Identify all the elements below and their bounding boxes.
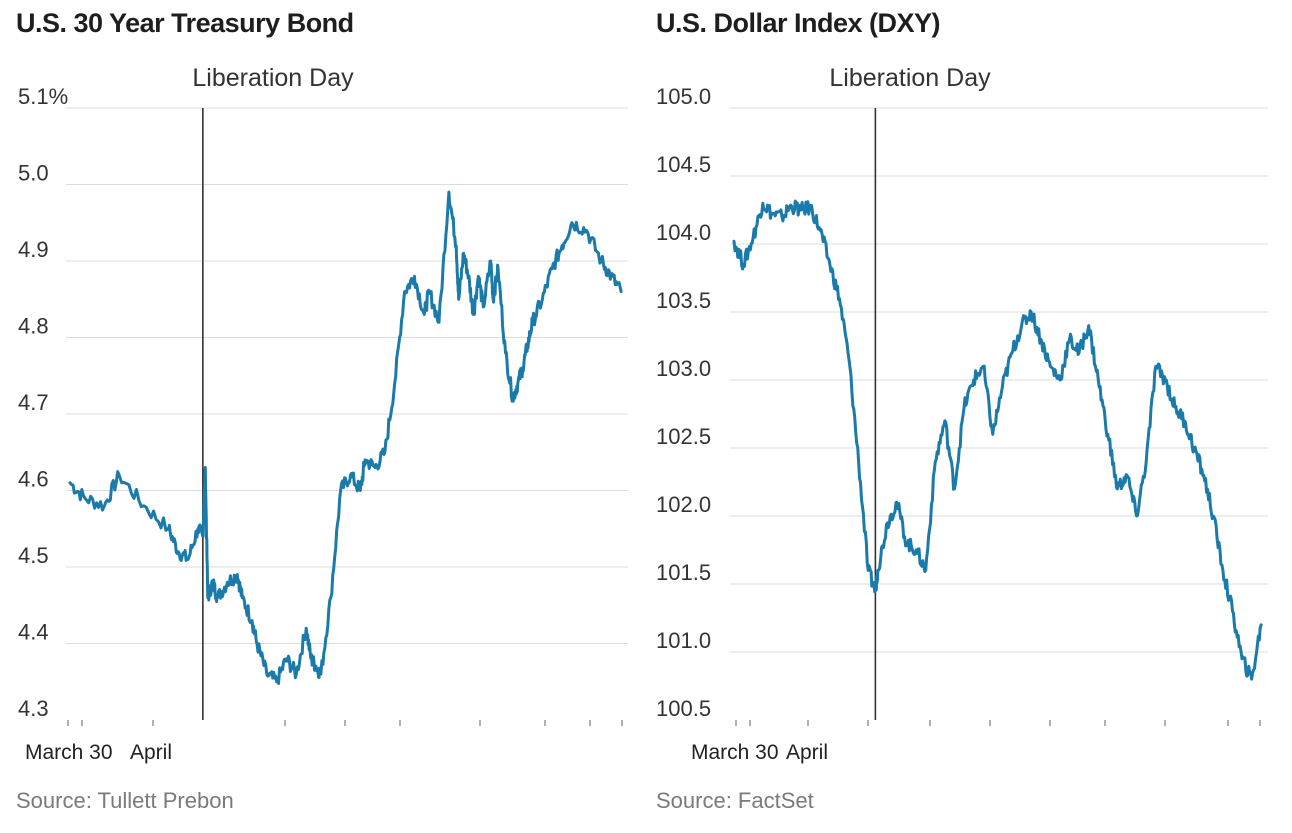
bond-ytick-label: 4.5	[18, 543, 49, 568]
dxy-ytick-label: 103.0	[656, 356, 711, 381]
dxy-ytick-label: 103.5	[656, 288, 711, 313]
dxy-xtick-label: April	[786, 741, 828, 764]
dxy-ytick-label: 102.5	[656, 424, 711, 449]
bond-source-note: Source: Tullett Prebon	[16, 788, 234, 813]
dxy-source-note: Source: FactSet	[656, 788, 814, 813]
dxy-ytick-label: 104.0	[656, 220, 711, 245]
bond-chart-title: U.S. 30 Year Treasury Bond	[16, 8, 354, 38]
dxy-ytick-label: 104.5	[656, 152, 711, 177]
bond-liberation-day-label: Liberation Day	[192, 64, 354, 92]
dxy-ytick-label: 105.0	[656, 84, 711, 109]
dxy-chart-title: U.S. Dollar Index (DXY)	[656, 8, 941, 38]
bond-ytick-label: 4.7	[18, 390, 49, 415]
dxy-ytick-label: 100.5	[656, 696, 711, 721]
dxy-liberation-day-label: Liberation Day	[829, 64, 991, 92]
bond-ytick-label: 4.8	[18, 314, 49, 339]
dxy-ytick-label: 101.5	[656, 560, 711, 585]
bond-ytick-label: 4.6	[18, 467, 49, 492]
bond-ytick-label: 4.3	[18, 696, 49, 721]
dxy-xtick-label: March 30	[691, 741, 779, 764]
bond-ytick-label: 5.1%	[18, 84, 68, 109]
bond-xtick-label: March 30	[25, 741, 113, 764]
dxy-ytick-label: 102.0	[656, 492, 711, 517]
bond-ytick-label: 4.4	[18, 620, 49, 645]
bond-series-line	[68, 190, 623, 685]
bond-xtick-label: April	[130, 741, 172, 764]
dxy-ytick-label: 101.0	[656, 628, 711, 653]
bond-ytick-label: 5.0	[18, 161, 49, 186]
dxy-series-line	[732, 199, 1263, 681]
bond-ytick-label: 4.9	[18, 237, 49, 262]
